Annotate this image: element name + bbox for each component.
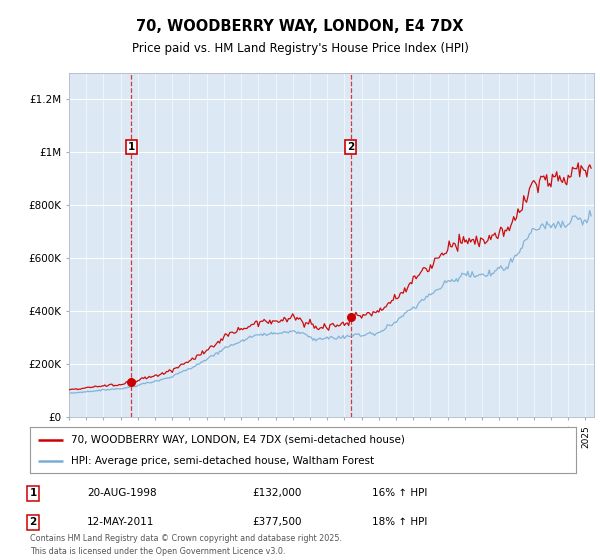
Text: £377,500: £377,500 <box>252 517 302 528</box>
Text: £132,000: £132,000 <box>252 488 301 498</box>
Text: 70, WOODBERRY WAY, LONDON, E4 7DX (semi-detached house): 70, WOODBERRY WAY, LONDON, E4 7DX (semi-… <box>71 435 405 445</box>
Text: 1: 1 <box>128 142 135 152</box>
Text: Price paid vs. HM Land Registry's House Price Index (HPI): Price paid vs. HM Land Registry's House … <box>131 42 469 55</box>
Text: 1: 1 <box>29 488 37 498</box>
Text: 18% ↑ HPI: 18% ↑ HPI <box>372 517 427 528</box>
Text: 20-AUG-1998: 20-AUG-1998 <box>87 488 157 498</box>
Text: HPI: Average price, semi-detached house, Waltham Forest: HPI: Average price, semi-detached house,… <box>71 456 374 466</box>
Text: 12-MAY-2011: 12-MAY-2011 <box>87 517 154 528</box>
Text: Contains HM Land Registry data © Crown copyright and database right 2025.
This d: Contains HM Land Registry data © Crown c… <box>30 534 342 556</box>
Text: 2: 2 <box>347 142 354 152</box>
Text: 2: 2 <box>29 517 37 528</box>
Text: 70, WOODBERRY WAY, LONDON, E4 7DX: 70, WOODBERRY WAY, LONDON, E4 7DX <box>136 20 464 34</box>
Text: 16% ↑ HPI: 16% ↑ HPI <box>372 488 427 498</box>
